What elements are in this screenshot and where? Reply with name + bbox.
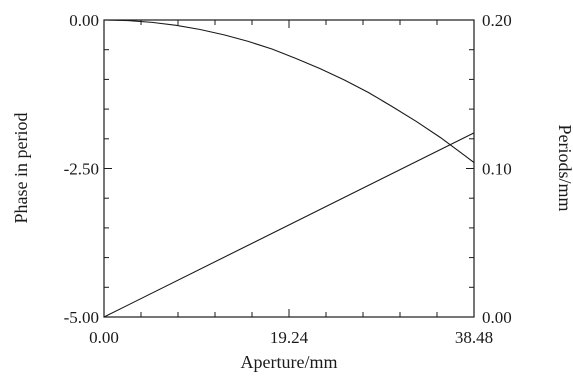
series-group bbox=[103, 19, 475, 318]
y-left-axis-title: Phase in period bbox=[11, 113, 31, 224]
x-tick-label: 19.24 bbox=[270, 328, 309, 347]
y-left-tick-label: -2.50 bbox=[64, 160, 99, 179]
x-tick-label: 0.00 bbox=[89, 328, 119, 347]
series-line-periods bbox=[103, 132, 475, 318]
series-line-phase bbox=[103, 19, 475, 163]
y-right-tick-label: 0.20 bbox=[482, 11, 512, 30]
y-left-tick-label: -5.00 bbox=[64, 308, 99, 327]
y-right-axis-title: Periods/mm bbox=[555, 124, 573, 211]
y-right-tick-label: 0.00 bbox=[482, 308, 512, 327]
x-tick-label: 38.48 bbox=[455, 328, 493, 347]
tick-labels: 0.00 19.24 38.480.00-2.50-5.000.200.100.00 bbox=[64, 11, 512, 347]
axis-ticks bbox=[103, 19, 475, 318]
y-left-tick-label: 0.00 bbox=[69, 11, 99, 30]
y-right-tick-label: 0.10 bbox=[482, 160, 512, 179]
x-axis-title: Aperture/mm bbox=[241, 352, 338, 372]
plot-frame bbox=[103, 19, 475, 318]
